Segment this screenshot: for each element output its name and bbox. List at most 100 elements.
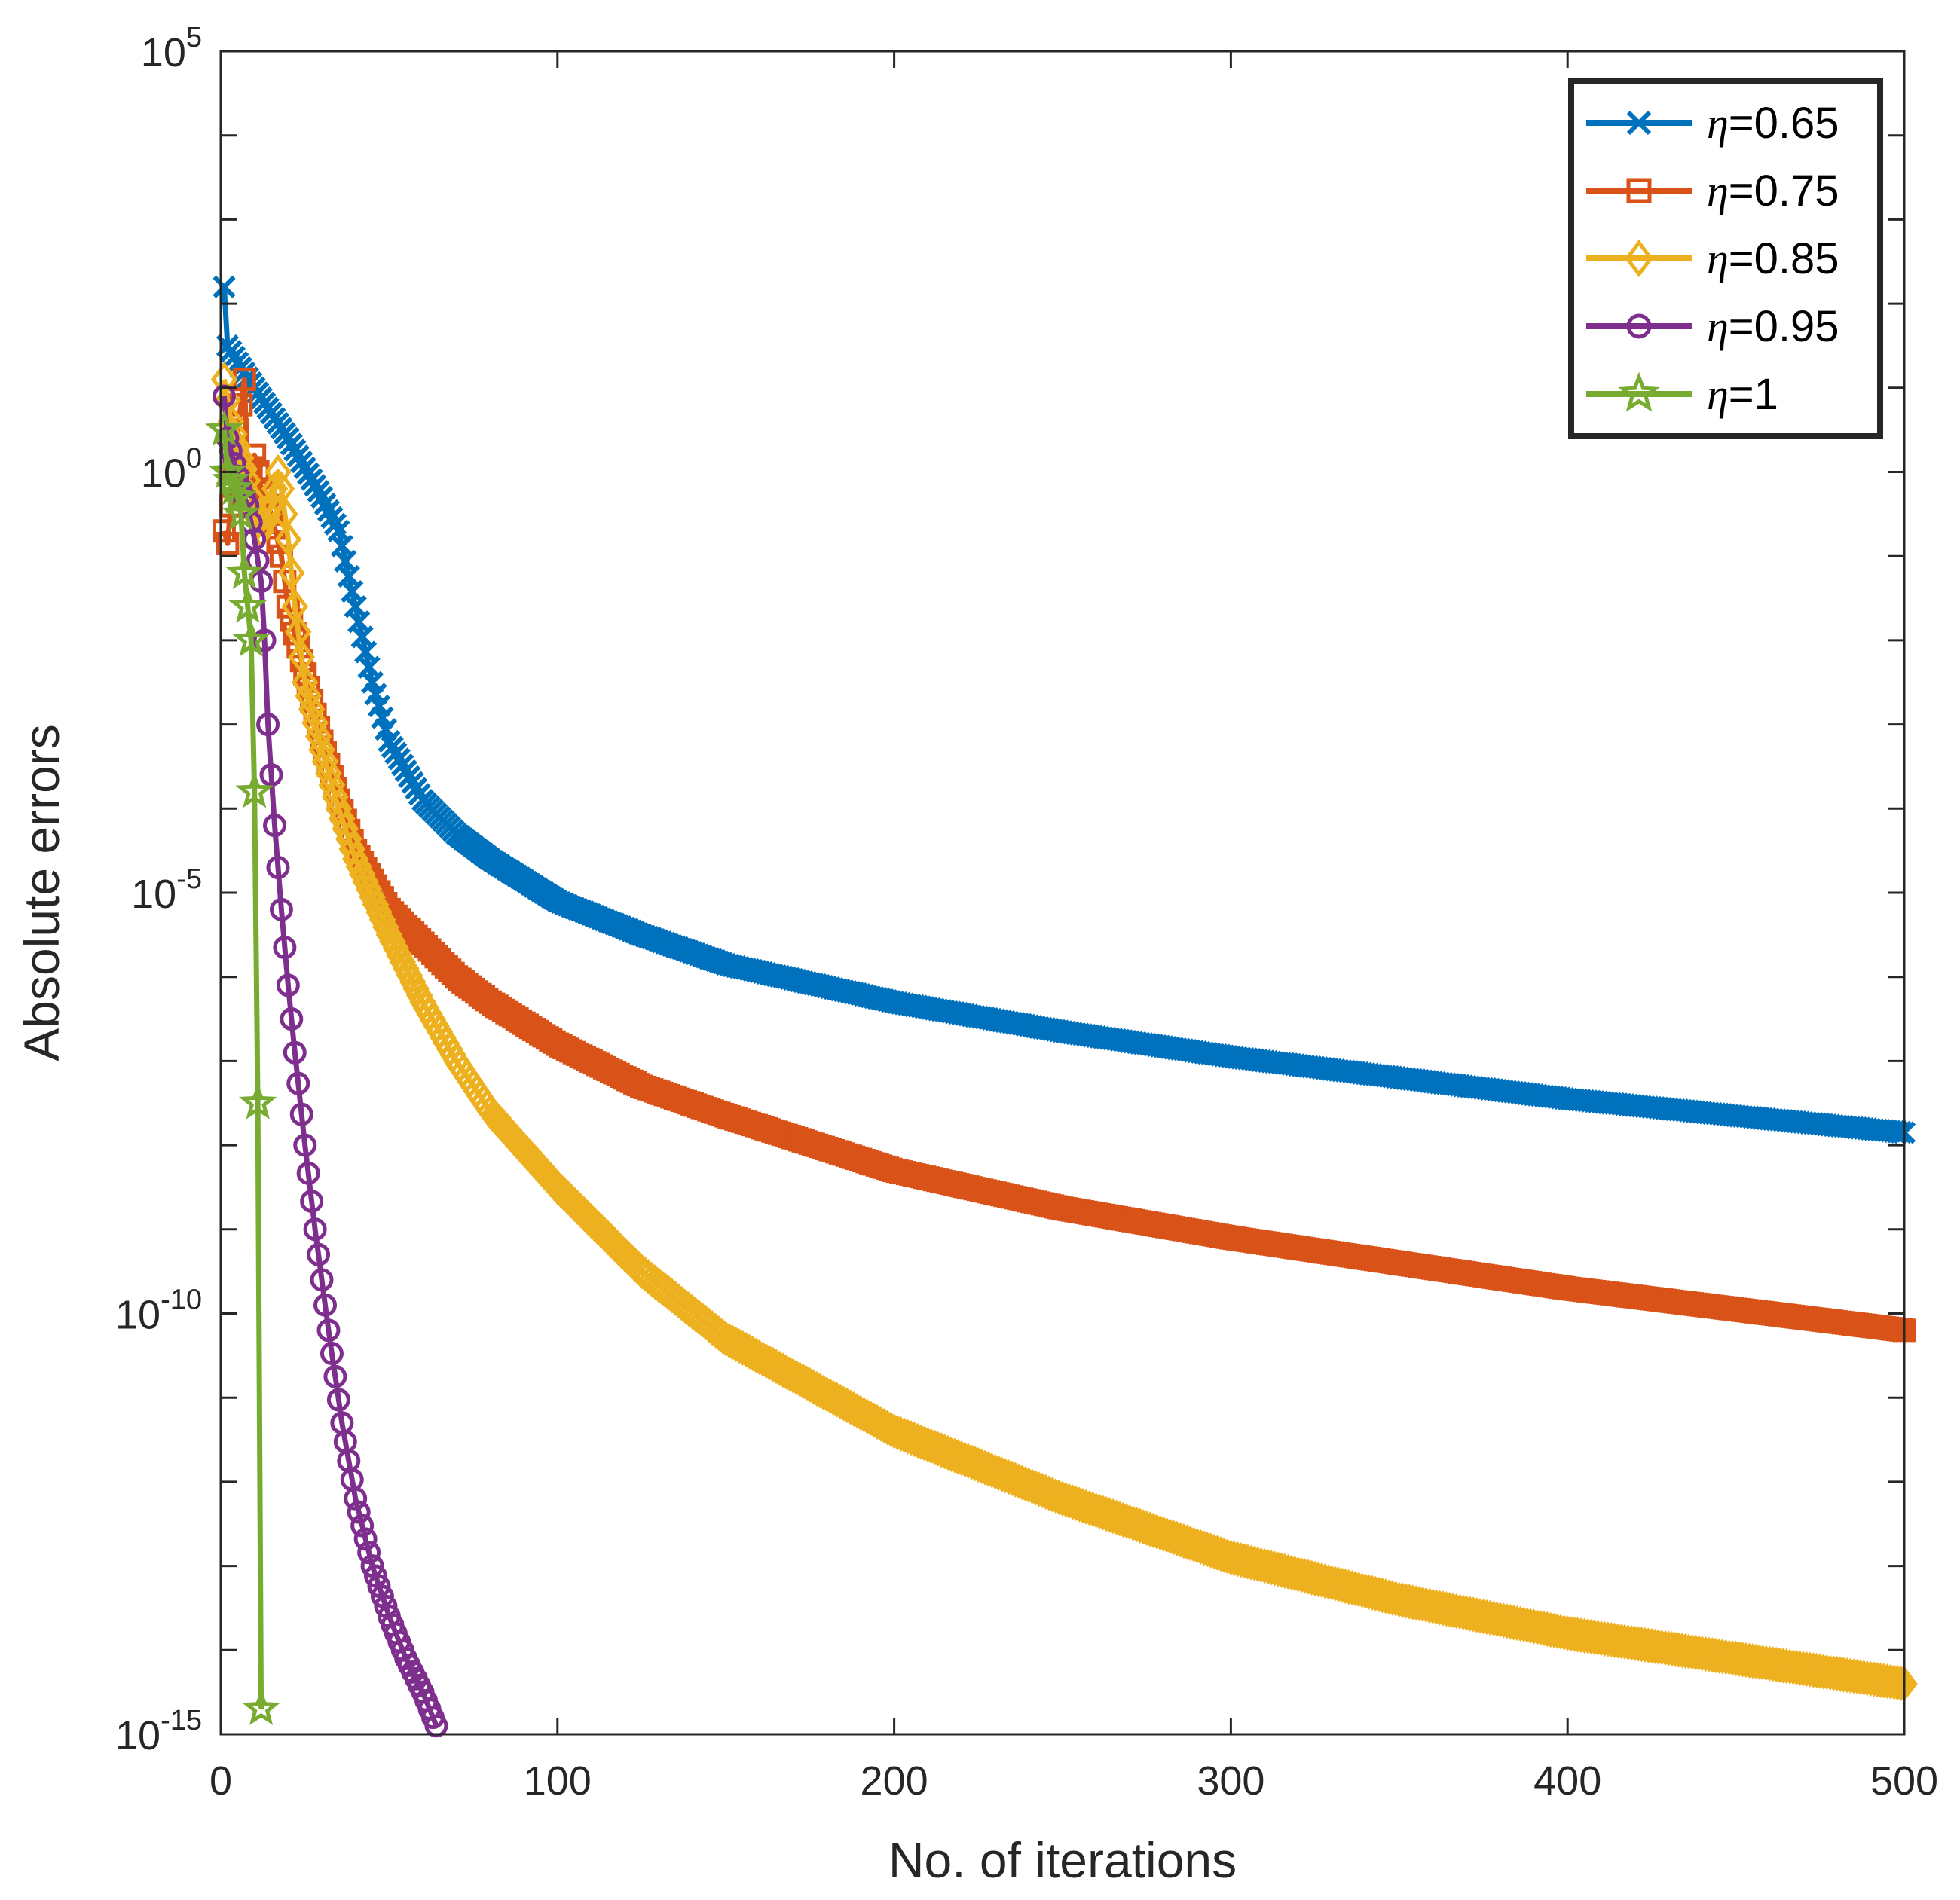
data-point-star-marker — [205, 410, 243, 447]
legend-eta-symbol: η — [1707, 302, 1729, 351]
series-2 — [210, 361, 1918, 1702]
y-tick-exponent: 0 — [186, 443, 202, 475]
data-point-circle-marker — [313, 1293, 338, 1317]
legend-eta-value: =0.95 — [1729, 302, 1839, 351]
data-point-diamond-marker — [1625, 239, 1653, 278]
data-point-circle-marker — [273, 936, 297, 960]
x-tick-label: 500 — [1870, 1758, 1938, 1804]
data-point-diamond-marker — [210, 361, 238, 398]
series-line — [222, 429, 264, 1709]
data-point-star-marker — [222, 493, 261, 530]
data-point-diamond-marker — [315, 755, 342, 792]
x-tick-label: 200 — [861, 1758, 928, 1804]
y-tick-label: 10-5 — [131, 863, 202, 917]
data-point-square-marker — [276, 594, 300, 619]
data-point-x-marker — [213, 275, 236, 298]
data-point-diamond-marker — [278, 554, 305, 591]
data-point-circle-marker — [266, 855, 290, 879]
data-point-circle-marker — [286, 1071, 310, 1095]
data-point-diamond-marker — [304, 718, 332, 754]
y-tick-exponent: -5 — [176, 863, 202, 895]
data-point-circle-marker — [276, 973, 300, 997]
data-point-circle-marker — [370, 1584, 394, 1608]
data-point-circle-marker — [320, 1342, 344, 1366]
data-point-circle-marker — [364, 1564, 388, 1588]
data-point-diamond-marker — [264, 454, 292, 490]
legend-eta-symbol: η — [1707, 99, 1729, 148]
legend: η=0.65η=0.75η=0.85η=0.95η=1 — [1568, 78, 1883, 439]
y-tick-exponent: -15 — [161, 1705, 202, 1737]
y-tick-label: 100 — [141, 443, 202, 496]
data-point-star-marker — [232, 620, 271, 657]
data-point-square-marker — [1626, 178, 1652, 203]
data-point-circle-marker — [262, 814, 286, 838]
legend-item: η=0.85 — [1586, 234, 1839, 283]
x-tick-label: 300 — [1197, 1758, 1264, 1804]
legend-item: η=1 — [1586, 370, 1778, 419]
data-point-circle-marker — [269, 897, 293, 921]
data-point-diamond-marker — [308, 732, 335, 768]
data-point-circle-marker — [347, 1500, 371, 1524]
legend-eta-value: =1 — [1729, 370, 1778, 419]
data-point-circle-marker — [323, 1364, 347, 1388]
legend-item: η=0.65 — [1586, 99, 1839, 148]
x-axis-title: No. of iterations — [888, 1832, 1237, 1888]
series-0 — [213, 275, 1916, 1144]
data-point-circle-marker — [289, 1102, 313, 1126]
series-3 — [212, 384, 448, 1738]
x-tick-label: 0 — [209, 1758, 232, 1804]
y-tick-label: 105 — [141, 22, 202, 75]
data-point-circle-marker — [300, 1190, 324, 1214]
data-point-star-marker — [208, 451, 247, 489]
data-point-diamond-marker — [274, 521, 302, 557]
data-point-star-marker — [215, 469, 254, 506]
data-point-diamond-marker — [311, 744, 339, 780]
data-point-circle-marker — [280, 1007, 304, 1031]
legend-eta-symbol: η — [1707, 166, 1729, 215]
data-point-square-marker — [216, 531, 240, 555]
data-point-star-marker — [225, 552, 264, 590]
legend-label: η=0.85 — [1707, 234, 1839, 283]
data-point-circle-marker — [293, 1133, 317, 1157]
data-point-circle-marker — [316, 1318, 341, 1343]
data-point-circle-marker — [357, 1541, 381, 1565]
y-tick-exponent: -10 — [161, 1284, 202, 1316]
data-point-circle-marker — [256, 713, 280, 737]
y-tick-base: 10 — [141, 451, 186, 496]
legend-eta-symbol: η — [1707, 234, 1729, 283]
y-tick-base: 10 — [115, 1713, 161, 1758]
data-point-diamond-marker — [318, 767, 346, 803]
data-point-square-marker — [212, 519, 236, 543]
legend-label: η=0.65 — [1707, 99, 1839, 148]
data-point-circle-marker — [350, 1514, 375, 1538]
data-point-circle-marker — [367, 1574, 391, 1598]
data-point-star-marker — [242, 1688, 280, 1725]
data-point-diamond-marker — [298, 691, 326, 728]
x-tick-label: 400 — [1533, 1758, 1601, 1804]
data-point-circle-marker — [259, 763, 283, 787]
data-point-circle-marker — [360, 1554, 384, 1578]
data-point-circle-marker — [212, 384, 236, 408]
data-point-circle-marker — [310, 1268, 334, 1292]
y-tick-label: 10-10 — [115, 1284, 202, 1338]
data-point-diamond-marker — [291, 664, 319, 701]
data-point-diamond-marker — [1880, 1664, 1908, 1700]
data-point-circle-marker — [296, 1161, 320, 1185]
data-point-diamond-marker — [295, 677, 322, 714]
data-point-circle-marker — [283, 1040, 307, 1065]
y-axis-title: Absolute errors — [14, 724, 69, 1061]
data-point-circle-marker — [1626, 313, 1652, 339]
legend-label: η=0.75 — [1707, 166, 1839, 215]
series-layer — [205, 275, 1918, 1738]
legend-item: η=0.95 — [1586, 302, 1839, 351]
y-tick-label: 10-15 — [115, 1705, 202, 1758]
y-tick-base: 10 — [115, 1293, 161, 1338]
legend-label: η=0.95 — [1707, 302, 1839, 351]
data-point-circle-marker — [252, 628, 277, 652]
y-tick-base: 10 — [141, 30, 186, 75]
data-point-diamond-marker — [1887, 1665, 1915, 1701]
series-1 — [212, 368, 1916, 1343]
